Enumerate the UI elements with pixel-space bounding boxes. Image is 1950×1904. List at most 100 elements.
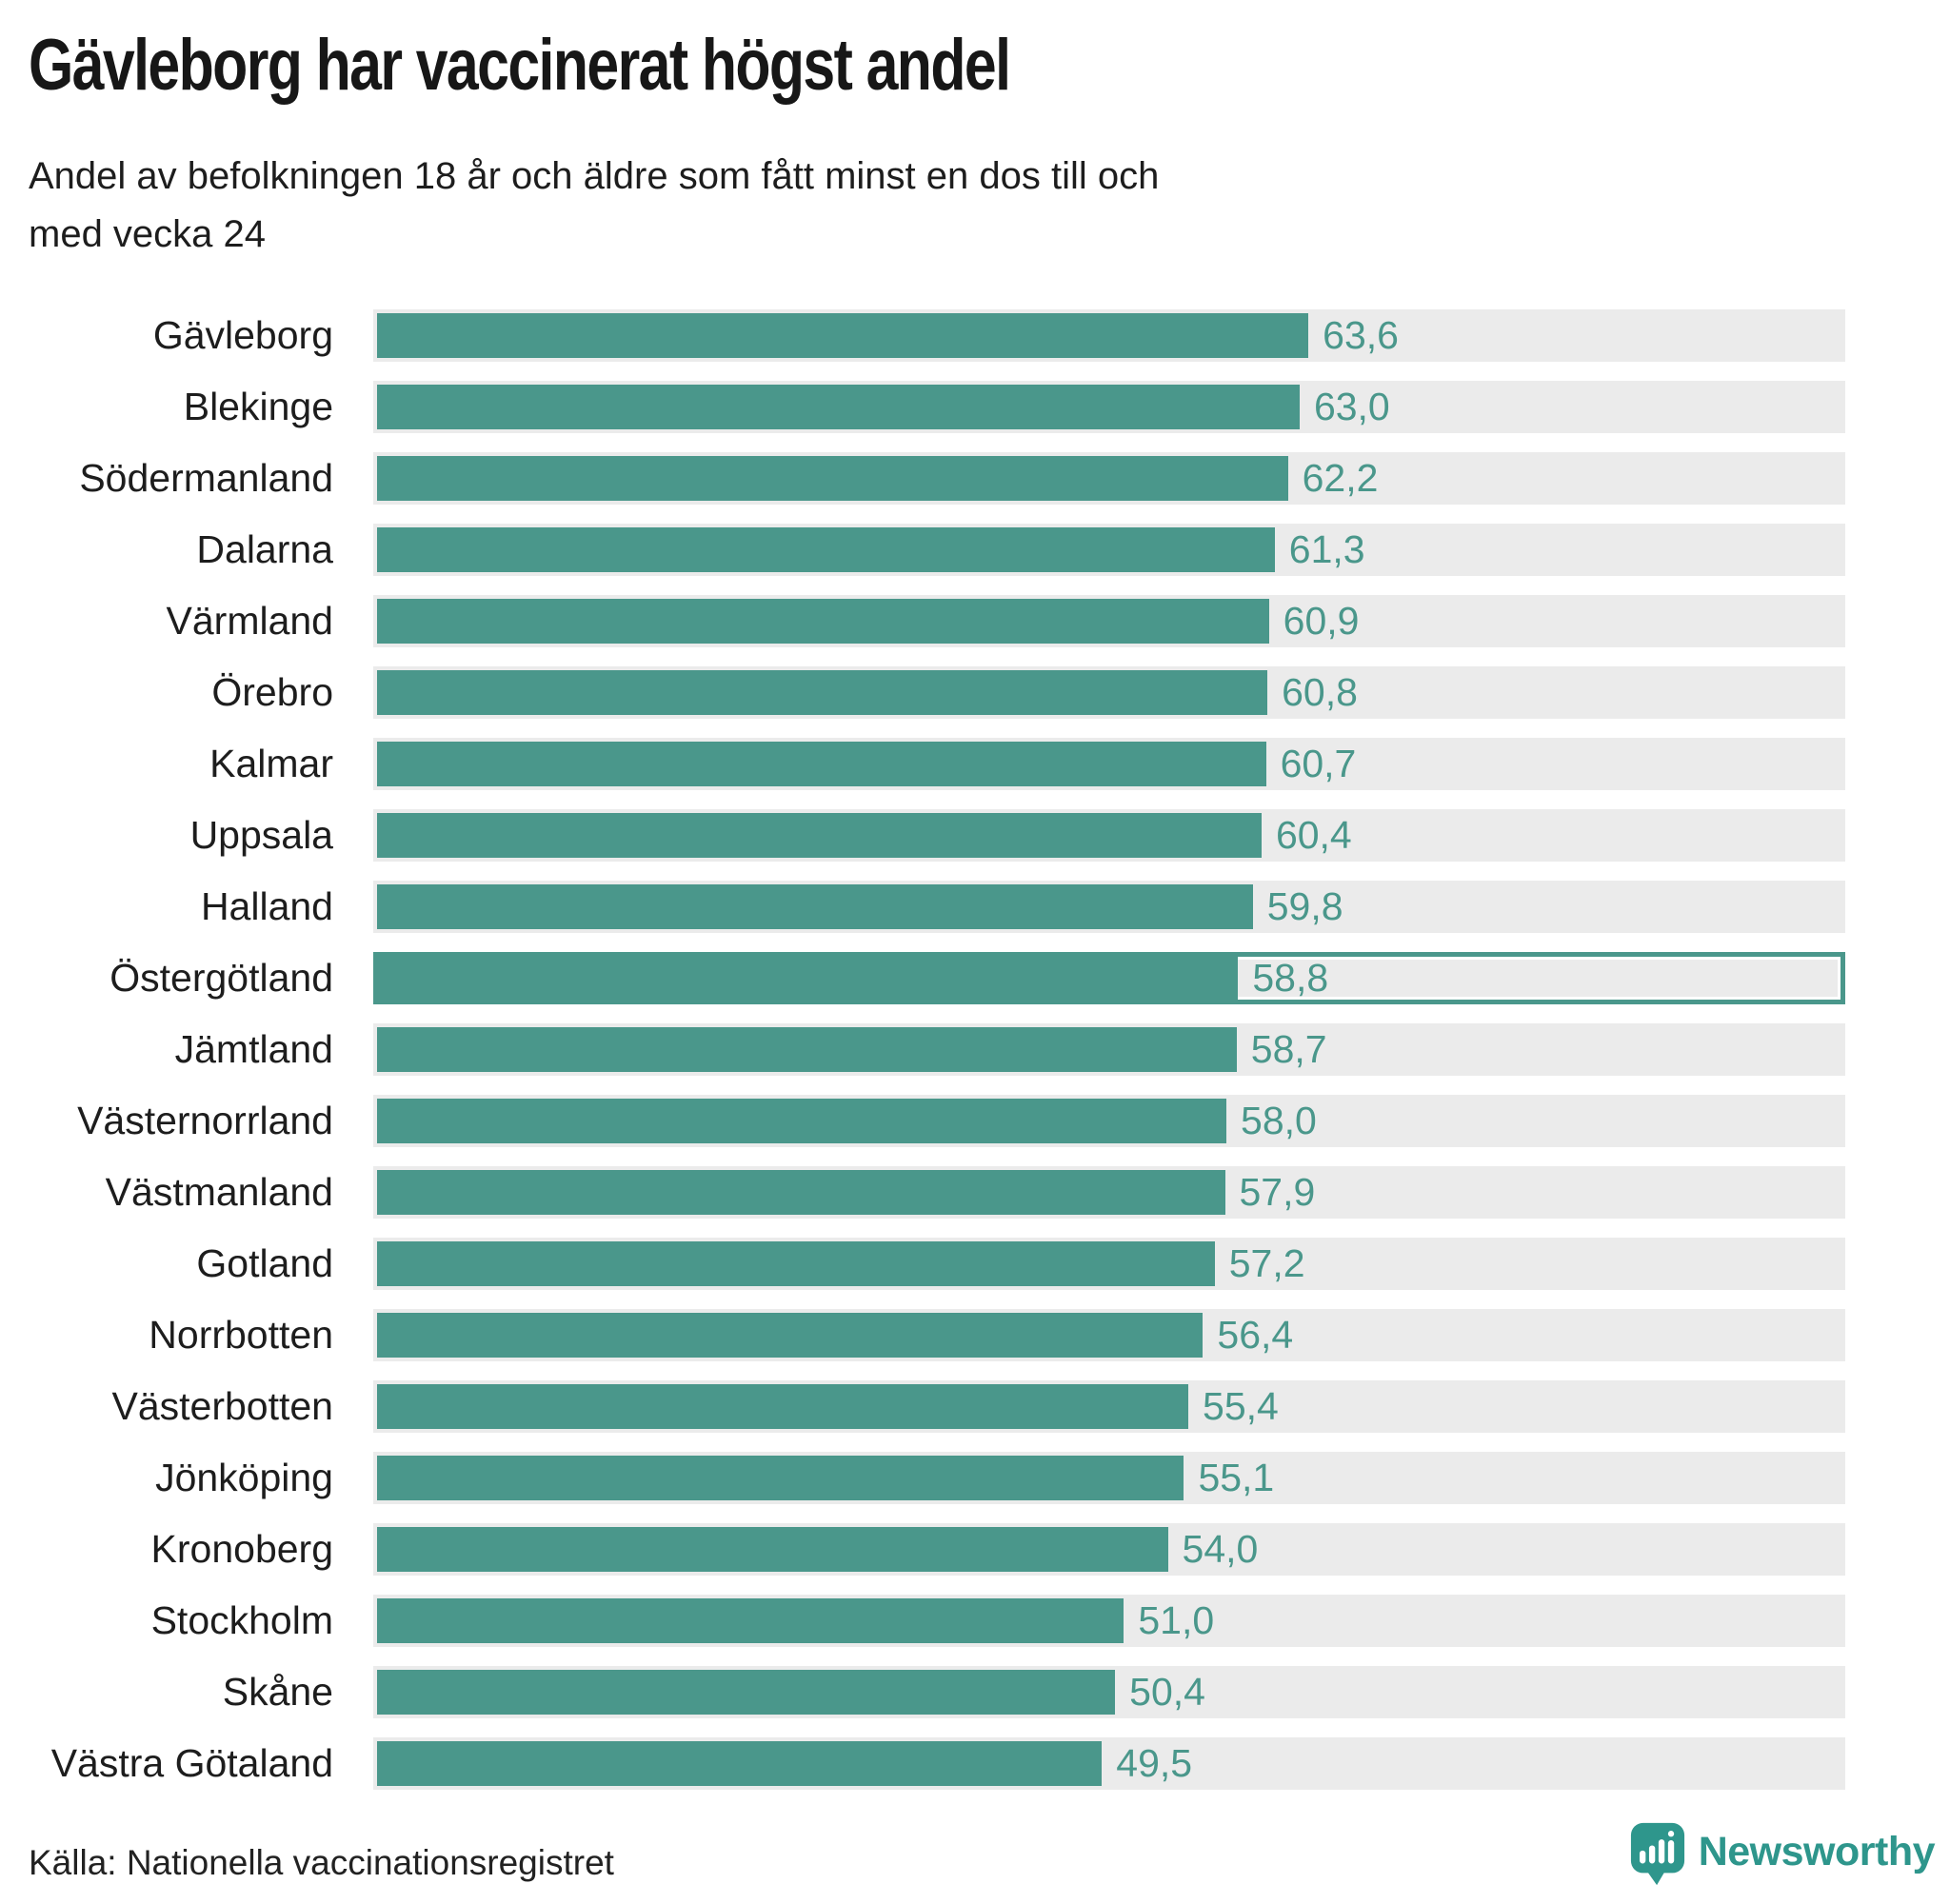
bar: [377, 1170, 1225, 1216]
category-label: Norrbotten: [149, 1313, 333, 1358]
bar: [377, 1741, 1103, 1787]
category-label: Jönköping: [155, 1456, 333, 1500]
category-label: Halland: [200, 884, 333, 929]
category-label: Västernorrland: [77, 1099, 333, 1143]
bar-track: 57,9: [373, 1166, 1845, 1220]
chart-row: Västernorrland 58,0: [0, 1095, 1845, 1148]
category-label: Gotland: [196, 1241, 333, 1286]
source-note: Källa: Nationella vaccinationsregistret: [29, 1843, 614, 1882]
chart-row: Västmanland 57,9: [0, 1166, 1845, 1220]
category-label: Värmland: [166, 599, 333, 644]
chart-subtitle-line-2: med vecka 24: [29, 213, 267, 256]
chart-row: Stockholm 51,0: [0, 1595, 1845, 1648]
bar: [377, 599, 1269, 645]
chart-row: Värmland 60,9: [0, 595, 1845, 648]
bar: [377, 1670, 1116, 1716]
value-label: 60,4: [1275, 813, 1352, 858]
value-label: 54,0: [1182, 1527, 1259, 1572]
bar-track: 55,1: [373, 1452, 1845, 1505]
category-label: Gävleborg: [152, 313, 333, 358]
chart-row: Jämtland 58,7: [0, 1023, 1845, 1077]
bar-track: 49,5: [373, 1737, 1845, 1791]
bar: [377, 1241, 1215, 1287]
value-label: 49,5: [1116, 1741, 1193, 1786]
category-label: Kronoberg: [150, 1527, 333, 1572]
bar-track: 63,0: [373, 381, 1845, 434]
bar: [377, 1527, 1168, 1573]
bar: [377, 1099, 1227, 1144]
chart-row: Kronoberg 54,0: [0, 1523, 1845, 1577]
bar-track: 60,7: [373, 738, 1845, 791]
chart-row: Blekinge 63,0: [0, 381, 1845, 434]
category-label: Skåne: [222, 1670, 333, 1715]
bar: [377, 1027, 1237, 1073]
bar: [377, 956, 1239, 1002]
bar-track: 62,2: [373, 452, 1845, 506]
bar-track: 50,4: [373, 1666, 1845, 1719]
value-label: 57,9: [1239, 1170, 1316, 1215]
value-label: 60,7: [1280, 742, 1357, 786]
chart-subtitle: Andel av befolkningen 18 år och äldre so…: [29, 148, 1921, 264]
value-label: 57,2: [1228, 1241, 1305, 1286]
bar-track: 54,0: [373, 1523, 1845, 1577]
category-label: Örebro: [211, 670, 333, 715]
chart-row: Örebro 60,8: [0, 666, 1845, 720]
value-label: 58,8: [1252, 956, 1329, 1001]
bar-track: 58,8: [373, 952, 1845, 1005]
bar: [377, 742, 1266, 787]
bar-track: 51,0: [373, 1595, 1845, 1648]
bar: [377, 884, 1253, 930]
value-label: 51,0: [1138, 1598, 1215, 1643]
chart-row: Dalarna 61,3: [0, 524, 1845, 577]
bar-track: 58,0: [373, 1095, 1845, 1148]
value-label: 61,3: [1288, 527, 1365, 572]
bar-track: 60,8: [373, 666, 1845, 720]
category-label: Stockholm: [150, 1598, 333, 1643]
chart-row: Västerbotten 55,4: [0, 1380, 1845, 1434]
category-label: Södermanland: [79, 456, 333, 501]
value-label: 55,4: [1203, 1384, 1279, 1429]
brand-wordmark: Newsworthy: [1698, 1828, 1936, 1874]
bar-track: 60,4: [373, 809, 1845, 863]
value-label: 55,1: [1198, 1456, 1275, 1500]
page-title: Gävleborg har vaccinerat högst andel: [29, 25, 1011, 106]
value-label: 59,8: [1266, 884, 1343, 929]
value-label: 56,4: [1217, 1313, 1294, 1358]
chart-row: Gotland 57,2: [0, 1238, 1845, 1291]
chart-footer: Källa: Nationella vaccinationsregistret …: [29, 1822, 1936, 1891]
bar: [377, 1313, 1204, 1359]
chart-row: Östergötland 58,8: [0, 952, 1845, 1005]
value-label: 50,4: [1129, 1670, 1205, 1715]
chart-row: Västra Götaland 49,5: [0, 1737, 1845, 1791]
value-label: 58,0: [1241, 1099, 1317, 1143]
category-label: Västmanland: [105, 1170, 333, 1215]
chart-row: Gävleborg 63,6: [0, 309, 1845, 363]
chart-row: Jönköping 55,1: [0, 1452, 1845, 1505]
bar: [377, 1384, 1189, 1430]
chart-subtitle-line-1: Andel av befolkningen 18 år och äldre so…: [29, 155, 1160, 198]
bar-track: 57,2: [373, 1238, 1845, 1291]
chart-row: Halland 59,8: [0, 881, 1845, 934]
bar: [377, 813, 1262, 859]
category-label: Jämtland: [174, 1027, 333, 1072]
category-label: Blekinge: [183, 385, 333, 429]
bar-track: 58,7: [373, 1023, 1845, 1077]
newsworthy-speech-bubble-bar-chart-icon: [1630, 1822, 1685, 1891]
chart-row: Södermanland 62,2: [0, 452, 1845, 506]
bar: [377, 313, 1309, 359]
bar-track: 60,9: [373, 595, 1845, 648]
bar-track: 55,4: [373, 1380, 1845, 1434]
bar-track: 56,4: [373, 1309, 1845, 1362]
category-label: Östergötland: [109, 956, 333, 1001]
bar: [377, 385, 1300, 430]
bar-track: 63,6: [373, 309, 1845, 363]
value-label: 58,7: [1250, 1027, 1327, 1072]
value-label: 60,8: [1282, 670, 1358, 715]
chart-row: Skåne 50,4: [0, 1666, 1845, 1719]
bar-chart: Gävleborg 63,6 Blekinge 63,0 Södermanlan…: [0, 309, 1845, 1791]
value-label: 63,0: [1313, 385, 1390, 429]
category-label: Kalmar: [209, 742, 333, 786]
value-label: 62,2: [1302, 456, 1379, 501]
chart-row: Kalmar 60,7: [0, 738, 1845, 791]
bar-track: 59,8: [373, 881, 1845, 934]
